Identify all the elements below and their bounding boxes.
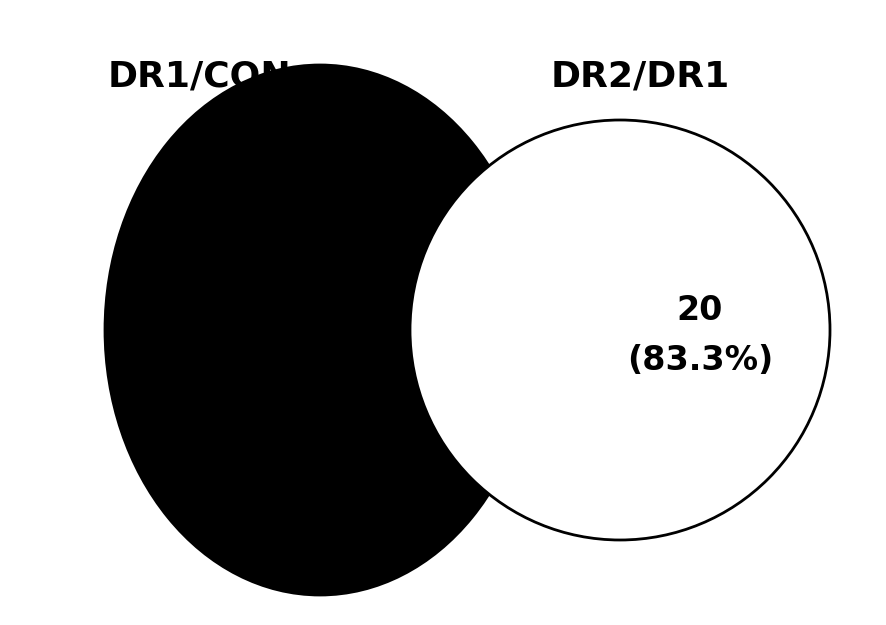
Text: 20: 20 <box>677 294 723 326</box>
Text: DR2/DR1: DR2/DR1 <box>550 60 730 94</box>
Circle shape <box>410 120 830 540</box>
Text: DR1/CON: DR1/CON <box>108 60 291 94</box>
Text: (83.3%): (83.3%) <box>627 344 773 376</box>
Ellipse shape <box>105 65 535 595</box>
